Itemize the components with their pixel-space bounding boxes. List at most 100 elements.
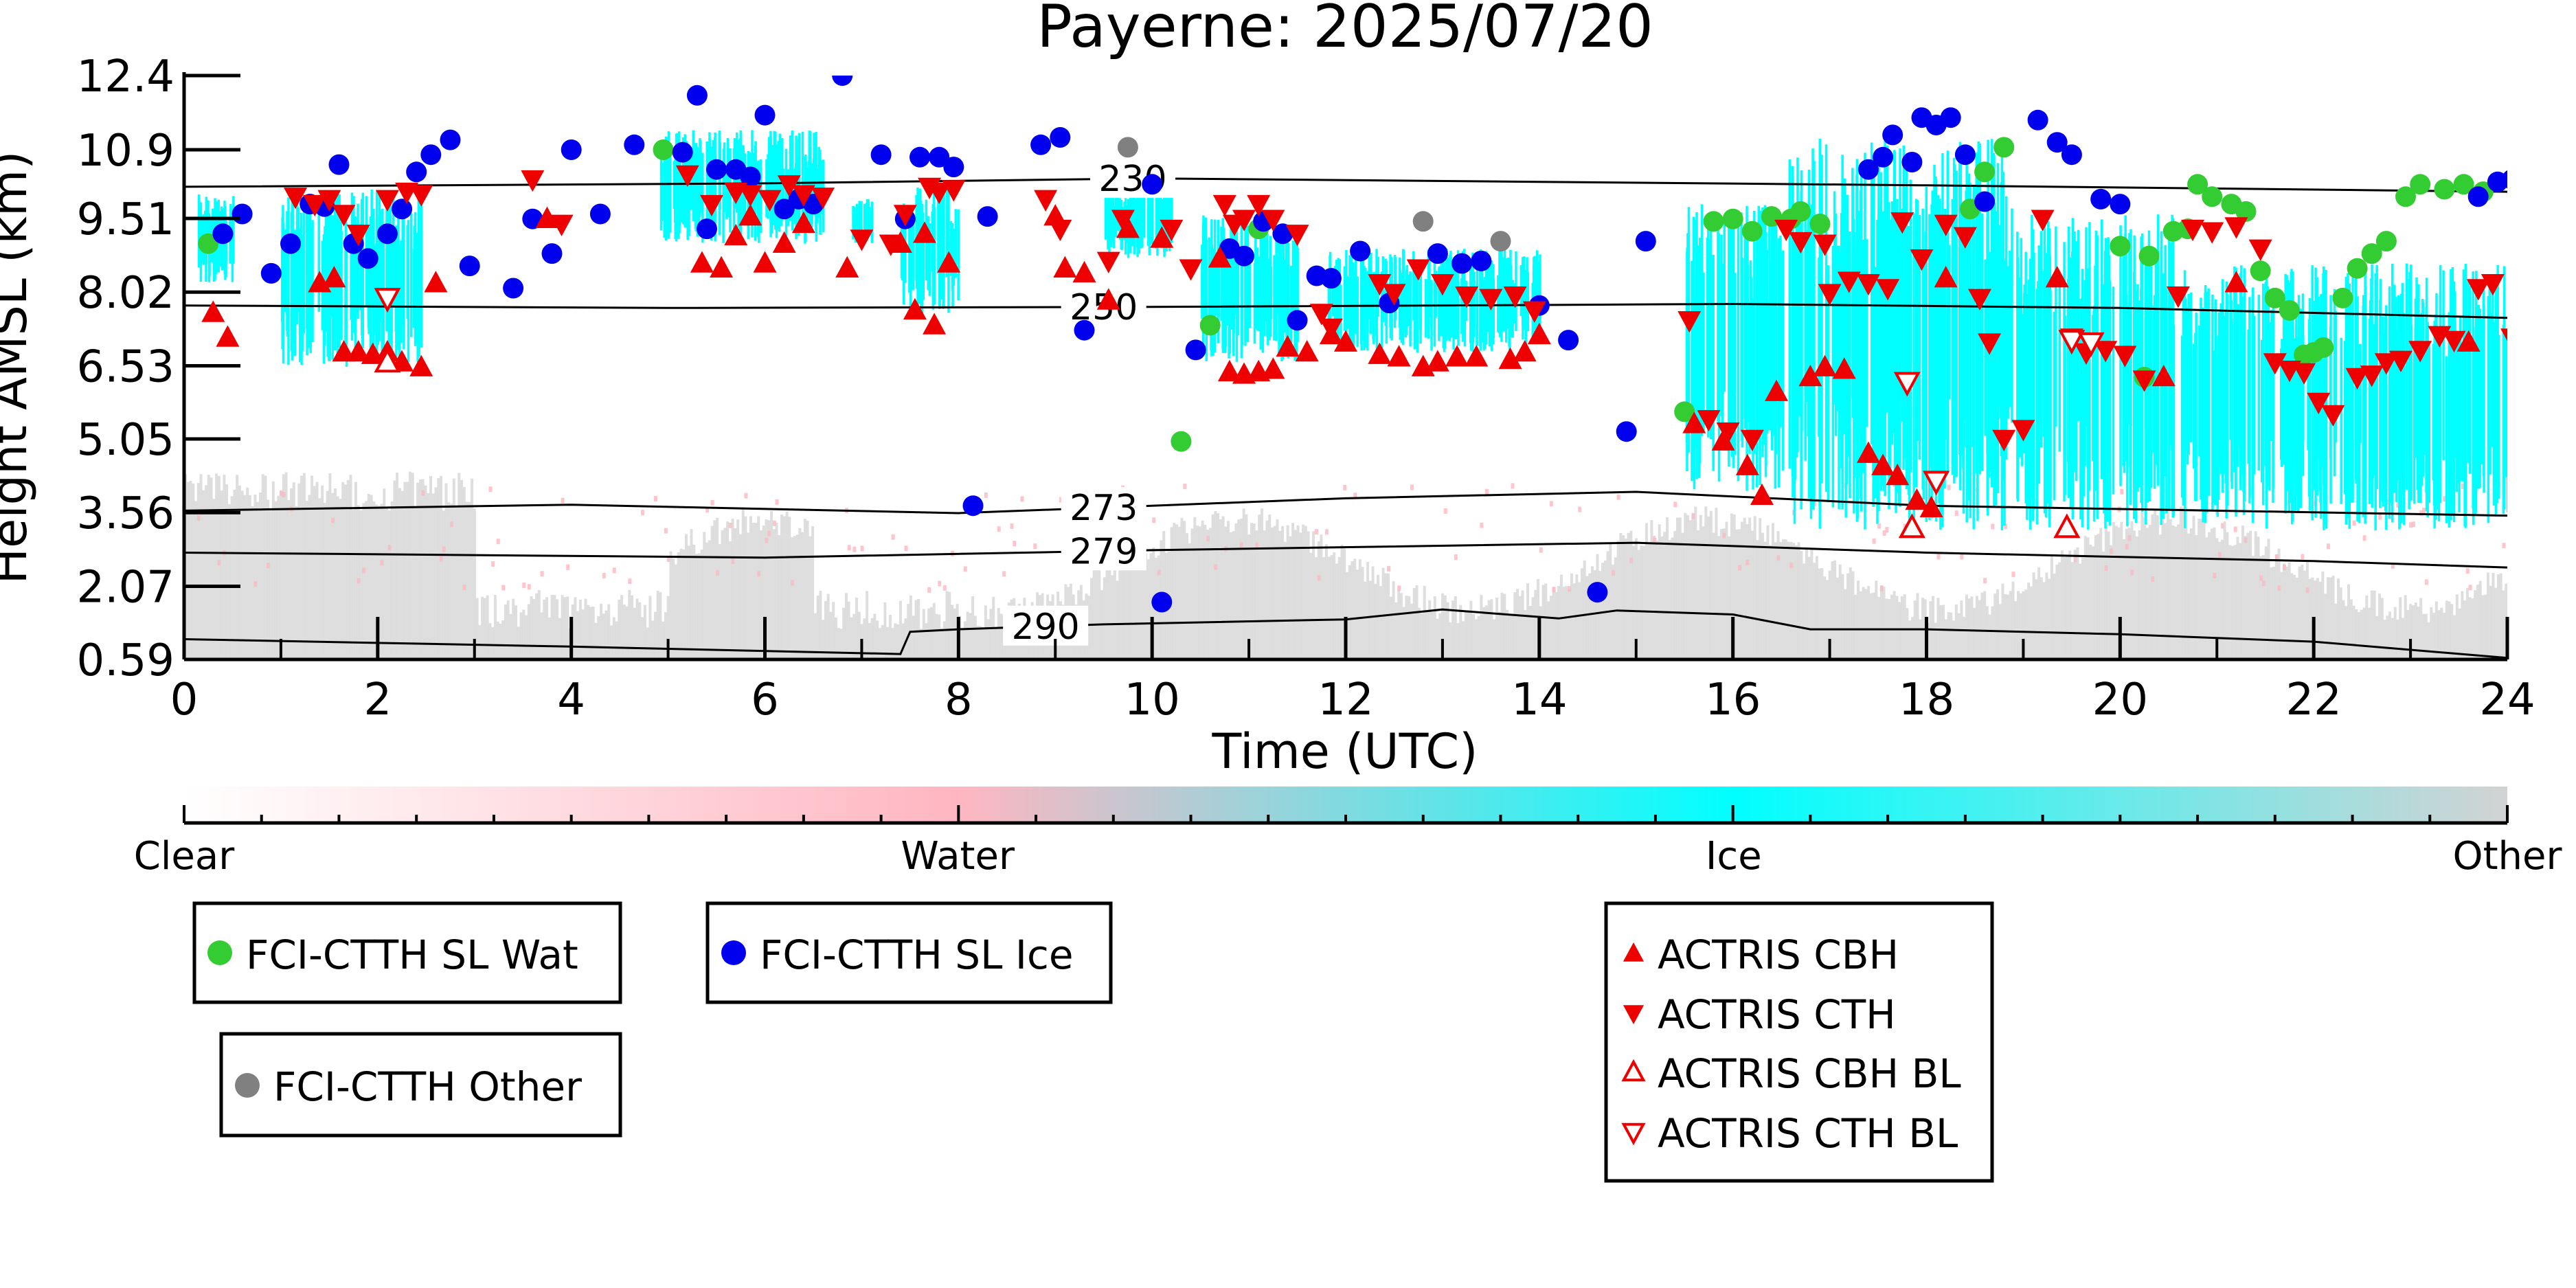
curtain-ice xyxy=(2316,277,2318,496)
curtain-ice xyxy=(2307,319,2311,497)
curtain-ice xyxy=(2222,315,2226,474)
curtain-other xyxy=(2053,574,2056,659)
curtain-other xyxy=(1666,517,1669,659)
curtain-other xyxy=(1547,601,1550,659)
curtain-water xyxy=(421,490,425,496)
actris-cbh-point xyxy=(1465,345,1489,367)
curtain-other xyxy=(1206,530,1210,659)
curtain-other xyxy=(738,534,742,659)
fci-ctth-sl-ice-point xyxy=(1471,250,1492,271)
actris-cth-point xyxy=(1910,249,1934,271)
curtain-ice xyxy=(2289,332,2292,464)
curtain-other xyxy=(1681,532,1684,659)
curtain-other xyxy=(1351,561,1354,659)
colorbar: Clear Water Ice Other xyxy=(134,787,2562,879)
fci-ctth-sl-ice-point xyxy=(1940,107,1961,128)
curtain-other xyxy=(1864,589,1868,659)
curtain-ice xyxy=(2389,314,2393,504)
curtain-other xyxy=(259,493,262,659)
curtain-other xyxy=(504,604,507,659)
curtain-other xyxy=(1333,552,1336,659)
curtain-other xyxy=(1506,609,1509,659)
curtain-other xyxy=(475,598,479,659)
curtain-ice xyxy=(787,169,790,226)
curtain-other xyxy=(1508,615,1511,659)
curtain-ice xyxy=(1989,251,1992,402)
curtain-ice xyxy=(694,157,697,229)
curtain-other xyxy=(1702,526,1705,659)
curtain-ice xyxy=(1931,190,1934,450)
curtain-ice xyxy=(954,209,957,278)
curtain-other xyxy=(512,598,515,659)
actris-cbh-point xyxy=(923,313,947,335)
curtain-other xyxy=(1133,551,1137,659)
curtain-other xyxy=(635,598,639,659)
curtain-other xyxy=(2285,566,2288,659)
curtain-ice xyxy=(1419,269,1422,330)
curtain-other xyxy=(803,519,806,659)
curtain-water xyxy=(757,571,761,577)
isotherm-label-bg xyxy=(1003,605,1089,646)
curtain-water xyxy=(2220,523,2224,529)
actris-cth-point xyxy=(2511,343,2533,364)
curtain-ice xyxy=(2340,337,2342,504)
fci-ctth-sl-ice-point xyxy=(1030,134,1052,155)
curtain-other xyxy=(566,596,569,659)
actris-cth-point xyxy=(1677,311,1702,333)
curtain-other xyxy=(1428,600,1432,659)
actris-cth-point xyxy=(1953,227,1977,249)
curtain-water xyxy=(791,580,795,586)
curtain-other xyxy=(323,502,326,659)
curtain-other xyxy=(1229,532,1232,659)
curtain-other xyxy=(238,485,241,659)
curtain-water xyxy=(362,567,366,574)
curtain-other xyxy=(246,487,249,659)
actris-cbh-point xyxy=(1886,463,1910,486)
x-tick-label: 22 xyxy=(2285,675,2341,725)
curtain-ice xyxy=(2379,300,2382,508)
legend-label-fci-ice: FCI-CTTH SL Ice xyxy=(760,931,1074,978)
curtain-other xyxy=(2244,536,2247,659)
curtain-other xyxy=(1423,585,1426,659)
actris-cth-point xyxy=(1232,210,1256,231)
curtain-other xyxy=(994,627,997,659)
curtain-other xyxy=(866,591,869,659)
curtain-ice xyxy=(287,197,290,365)
curtain-other xyxy=(873,613,877,659)
curtain-other xyxy=(1751,530,1754,659)
curtain-ice xyxy=(2455,330,2459,493)
curtain-ice xyxy=(664,149,666,216)
curtain-ice xyxy=(1402,249,1405,332)
curtain-water xyxy=(527,584,531,590)
fci-ctth-sl-ice-point xyxy=(977,206,998,227)
curtain-other xyxy=(1247,534,1251,659)
curtain-water xyxy=(253,581,258,587)
actris-cth-point xyxy=(2408,341,2432,363)
curtain-ice xyxy=(2368,319,2371,504)
curtain-other xyxy=(2210,528,2213,659)
curtain-other xyxy=(264,475,267,659)
curtain-other xyxy=(1474,619,1478,659)
curtain-water xyxy=(984,492,988,498)
curtain-other xyxy=(1343,548,1346,659)
fci-ctth-sl-ice-point xyxy=(459,256,480,277)
curtain-other xyxy=(1844,589,1847,659)
curtain-other xyxy=(870,618,874,659)
isotherm-273 xyxy=(183,490,2508,517)
curtain-other xyxy=(318,498,321,659)
curtain-other xyxy=(963,621,967,659)
curtain-water xyxy=(2151,576,2155,583)
curtain-other xyxy=(876,620,879,659)
curtain-other xyxy=(202,490,205,659)
isotherm-230 xyxy=(183,177,2508,193)
curtain-ice xyxy=(1536,250,1539,335)
curtain-other xyxy=(414,507,417,659)
fci-ctth-sl-wat-point xyxy=(1199,315,1221,336)
curtain-other xyxy=(628,589,631,659)
curtain-ice xyxy=(2154,251,2158,465)
curtain-other xyxy=(2280,572,2283,659)
legend-label-actris-cbh-bl: ACTRIS CBH BL xyxy=(1658,1050,1961,1097)
curtain-other xyxy=(499,623,502,659)
curtain-ice xyxy=(725,165,728,219)
fci-ctth-sl-ice-point xyxy=(686,84,708,106)
